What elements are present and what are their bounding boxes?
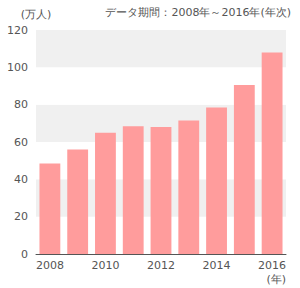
svg-text:80: 80	[14, 98, 28, 111]
svg-text:60: 60	[14, 136, 28, 149]
svg-text:2016: 2016	[258, 259, 286, 272]
svg-text:2008: 2008	[36, 259, 64, 272]
svg-text:100: 100	[7, 61, 28, 74]
svg-text:2012: 2012	[147, 259, 175, 272]
svg-text:20: 20	[14, 210, 28, 223]
svg-text:データ期間：2008年～2016年(年次): データ期間：2008年～2016年(年次)	[105, 6, 291, 19]
svg-text:2010: 2010	[91, 259, 119, 272]
svg-text:120: 120	[7, 24, 28, 37]
svg-text:(年): (年)	[266, 273, 286, 286]
svg-text:40: 40	[14, 173, 28, 186]
svg-text:2014: 2014	[203, 259, 231, 272]
svg-text:0: 0	[21, 248, 28, 261]
svg-text:(万人): (万人)	[21, 8, 52, 21]
